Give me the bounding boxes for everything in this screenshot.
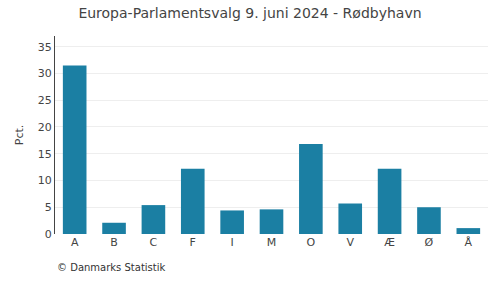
svg-text:Ø: Ø: [425, 236, 434, 249]
svg-text:M: M: [267, 236, 277, 249]
svg-text:5: 5: [45, 201, 52, 214]
svg-text:10: 10: [38, 174, 52, 187]
svg-text:35: 35: [38, 41, 52, 54]
svg-text:0: 0: [45, 228, 52, 241]
svg-text:25: 25: [38, 94, 52, 107]
svg-text:Europa-Parlamentsvalg 9. juni: Europa-Parlamentsvalg 9. juni 2024 - Rød…: [78, 5, 421, 21]
svg-text:20: 20: [38, 121, 52, 134]
svg-text:Å: Å: [465, 236, 473, 249]
svg-text:C: C: [150, 236, 158, 249]
svg-text:B: B: [110, 236, 118, 249]
svg-text:A: A: [71, 236, 79, 249]
svg-text:30: 30: [38, 67, 52, 80]
svg-text:Æ: Æ: [384, 236, 395, 249]
svg-text:I: I: [231, 236, 234, 249]
svg-text:Pct.: Pct.: [13, 125, 26, 146]
svg-text:O: O: [307, 236, 316, 249]
svg-text:V: V: [346, 236, 354, 249]
svg-text:15: 15: [38, 148, 52, 161]
svg-text:© Danmarks Statistik: © Danmarks Statistik: [57, 262, 166, 273]
svg-text:F: F: [190, 236, 196, 249]
